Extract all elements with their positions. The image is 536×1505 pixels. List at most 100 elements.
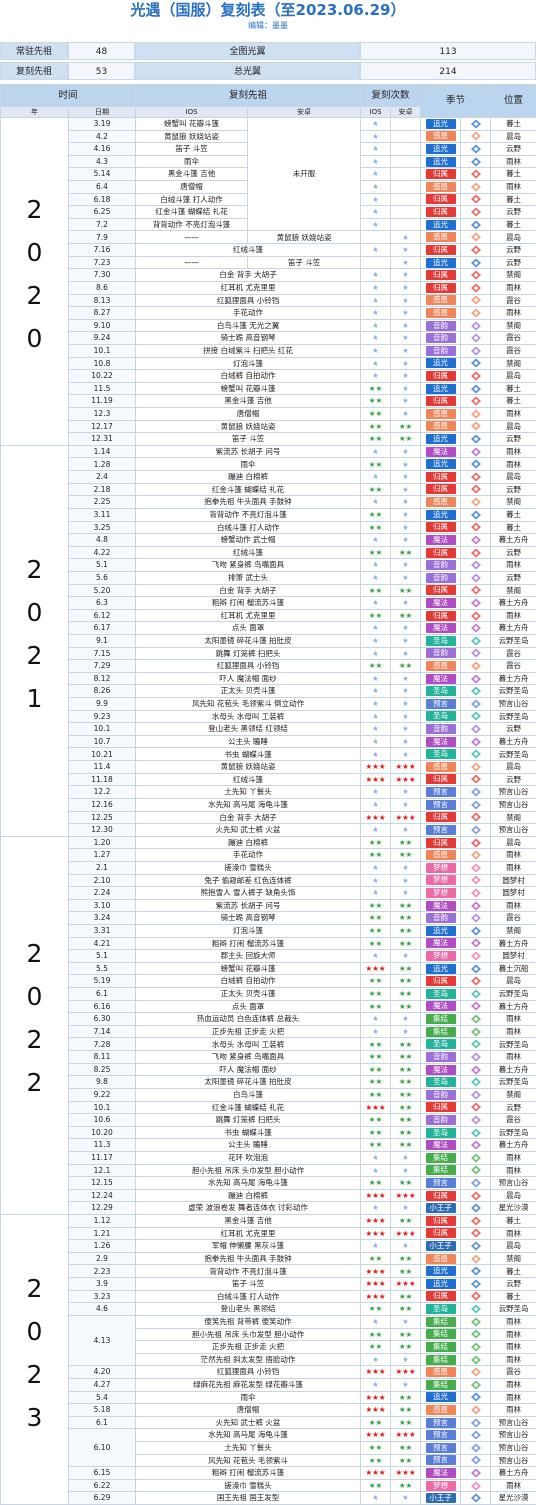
date: 8.26 xyxy=(69,685,136,698)
season-icon xyxy=(470,1102,482,1112)
icon-dot xyxy=(474,210,478,214)
icon-dot xyxy=(474,1307,478,1311)
season-icon xyxy=(470,1291,482,1301)
spirit: 跳舞 灯笼裤 扫把头 xyxy=(136,647,361,660)
date: 4.8 xyxy=(69,534,136,547)
date: 8.27 xyxy=(69,307,136,320)
date: 6.25 xyxy=(69,206,136,219)
count: ★ xyxy=(391,634,421,647)
icon-dot xyxy=(474,992,478,996)
location: 禁阁 xyxy=(491,1252,536,1265)
spirit: 兔子 偷窥邮差 红色连体裤 xyxy=(136,874,361,887)
icon-cell xyxy=(461,408,491,421)
location: 雨林 xyxy=(491,155,536,168)
count: ★ xyxy=(391,950,421,963)
season-icon xyxy=(470,1254,482,1264)
icon-cell xyxy=(461,395,491,408)
count: ★ xyxy=(361,319,391,332)
count: ★ xyxy=(391,824,421,837)
season-cell: 感恩 xyxy=(421,761,461,774)
location: 雨林 xyxy=(491,1013,536,1026)
icon-dot xyxy=(474,336,478,340)
icon-cell xyxy=(461,1265,491,1278)
count xyxy=(391,206,421,219)
location: 暮土方舟 xyxy=(491,937,536,950)
season: 感恩 xyxy=(426,421,456,431)
season-icon xyxy=(470,800,482,810)
count: ★ xyxy=(391,647,421,660)
season-cell: 小王子 xyxy=(421,1202,461,1215)
count: ★ xyxy=(361,559,391,572)
spirit: 排箫 武士头 xyxy=(136,571,361,584)
location: 霞谷 xyxy=(491,647,536,660)
icon-cell xyxy=(461,1114,491,1127)
count: ★ xyxy=(391,521,421,534)
spirit: 红绒斗篷 xyxy=(136,773,361,786)
spirit-ios: 背背动作 不亮灯泡斗篷 xyxy=(136,218,248,231)
location: 禁阁 xyxy=(491,1088,536,1101)
icon-dot xyxy=(474,450,478,454)
icon-cell xyxy=(461,1240,491,1253)
spirit: 抱拳先祖 牛头面具 手鼓钟 xyxy=(136,1252,361,1265)
count: ★★ xyxy=(391,1038,421,1051)
icon-dot xyxy=(474,727,478,731)
season-icon xyxy=(470,1481,482,1491)
location: 暮土方舟 xyxy=(491,534,536,547)
location: 禁阁 xyxy=(491,584,536,597)
season-cell: 小王子 xyxy=(421,1492,461,1505)
season: 集结 xyxy=(426,1380,456,1390)
season-icon xyxy=(470,371,482,381)
count: ★★★ xyxy=(391,773,421,786)
season-icon xyxy=(470,762,482,772)
count: ★★ xyxy=(391,1265,421,1278)
spirit: 水母头 水母叫 工装裤 xyxy=(136,710,361,723)
icon-dot xyxy=(474,1181,478,1185)
count: ★ xyxy=(391,508,421,521)
date: 6.12 xyxy=(69,609,136,622)
season-icon xyxy=(470,333,482,343)
icon-cell xyxy=(461,206,491,219)
count: ★ xyxy=(361,1378,391,1391)
season-cell: 圣岛 xyxy=(421,634,461,647)
season: 圣岛 xyxy=(426,711,456,721)
season-icon xyxy=(470,1203,482,1213)
season: 魔法 xyxy=(426,1001,456,1011)
date: 10.1 xyxy=(69,344,136,357)
season: 集结 xyxy=(426,1027,456,1037)
icon-cell xyxy=(461,660,491,673)
season-cell: 音韵 xyxy=(421,1114,461,1127)
location: 雨林 xyxy=(491,1051,536,1064)
season-cell: 预言 xyxy=(421,786,461,799)
season-cell: 集结 xyxy=(421,1341,461,1354)
season-cell: 梦想 xyxy=(421,887,461,900)
location: 云野圣岛 xyxy=(491,710,536,723)
count: ★★ xyxy=(361,899,391,912)
icon-cell xyxy=(461,584,491,597)
icon-cell xyxy=(461,874,491,887)
season: 感恩 xyxy=(426,182,456,192)
count: ★ xyxy=(361,824,391,837)
location: 禁阁 xyxy=(491,496,536,509)
date: 8.13 xyxy=(69,294,136,307)
count: ★★ xyxy=(361,836,391,849)
location: 预言山谷 xyxy=(491,824,536,837)
count: ★★ xyxy=(391,584,421,597)
count: ★★ xyxy=(391,1088,421,1101)
location: 晨岛 xyxy=(491,975,536,988)
location: 禁阁 xyxy=(491,269,536,282)
date: 10.7 xyxy=(69,735,136,748)
count: ★ xyxy=(391,370,421,383)
location: 雨林 xyxy=(491,609,536,622)
season-cell: 集结 xyxy=(421,1164,461,1177)
date: 8.11 xyxy=(69,1051,136,1064)
season-icon xyxy=(470,1014,482,1024)
icon-cell xyxy=(461,748,491,761)
count: ★★★ xyxy=(361,1101,391,1114)
